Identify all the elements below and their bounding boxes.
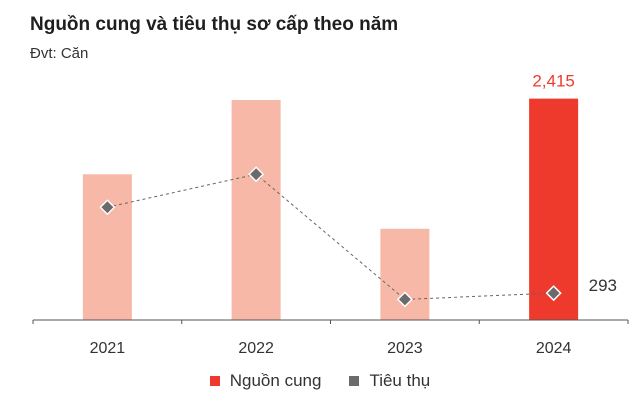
x-tick-label-2024: 2024 [536, 340, 572, 357]
marker-sales-2023 [396, 291, 413, 308]
bar-supply-2021 [82, 174, 132, 320]
x-tick-label-2022: 2022 [238, 340, 274, 357]
legend-item-supply: Nguồn cung [209, 371, 322, 391]
marker-sales-2021 [99, 199, 116, 216]
bar-supply-2022 [231, 100, 281, 320]
chart-unit: Đvt: Căn [30, 45, 89, 62]
chart-title: Nguồn cung và tiêu thụ sơ cấp theo năm [30, 14, 399, 35]
legend-swatch-supply [209, 376, 220, 386]
x-tick-label-2023: 2023 [387, 340, 423, 357]
line-sales [107, 173, 554, 300]
legend-swatch-sales [349, 376, 360, 386]
legend-label-supply: Nguồn cung [229, 371, 322, 390]
marker-sales-2024 [545, 285, 562, 302]
marker-sales-2022 [248, 166, 265, 183]
data-label-supply-2024: 2,415 [532, 72, 575, 91]
legend-label-sales: Tiêu thụ [369, 371, 431, 390]
x-tick-label-2021: 2021 [90, 340, 126, 357]
data-label-sales-2024: 293 [589, 276, 617, 295]
bar-supply-2024 [529, 98, 579, 320]
legend-item-sales: Tiêu thụ [349, 371, 430, 391]
legend: Nguồn cung Tiêu thụ [0, 371, 640, 391]
